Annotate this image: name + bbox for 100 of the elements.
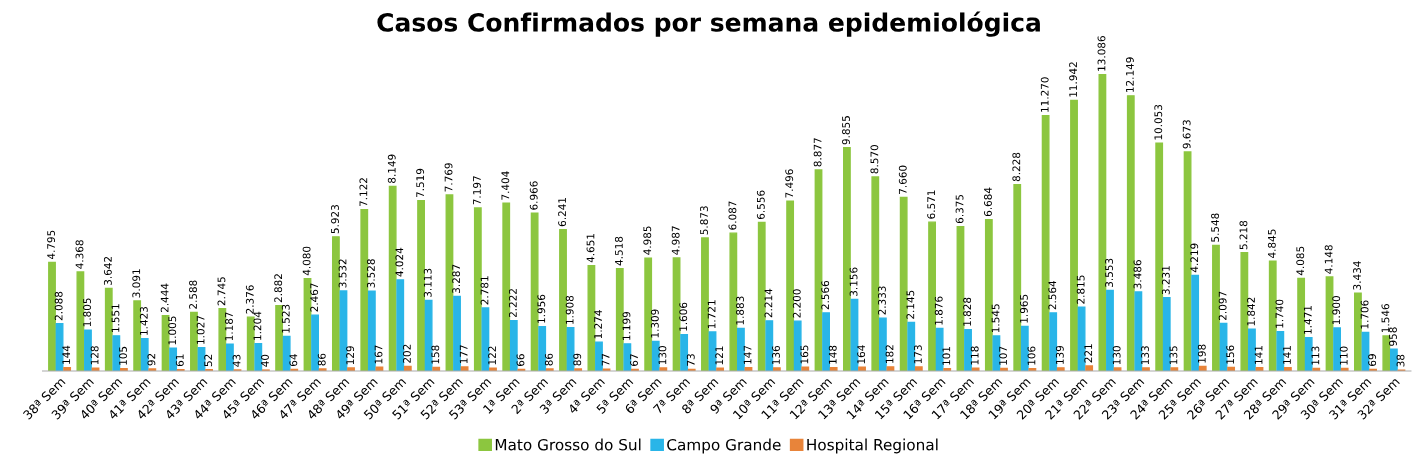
data-label: 6.571 [927, 190, 936, 219]
data-label: 40 [261, 354, 269, 367]
data-label: 7.769 [444, 163, 453, 192]
data-label: 1.187 [225, 312, 233, 341]
data-label: 2.745 [217, 277, 226, 306]
data-label: 7.519 [416, 168, 425, 198]
data-label: 89 [573, 353, 582, 366]
data-label: 3.434 [1353, 261, 1361, 290]
data-label: 4.987 [671, 226, 680, 255]
legend-label: Campo Grande [667, 438, 781, 454]
data-label: 3.532 [338, 259, 347, 288]
data-label: 8.228 [1012, 152, 1021, 182]
data-label: 2.467 [310, 283, 319, 312]
data-label: 2.781 [480, 276, 489, 305]
data-label: 7.404 [501, 171, 510, 200]
data-label: 1.471 [1303, 306, 1312, 334]
data-label: 130 [658, 346, 667, 365]
data-label: 3.486 [1133, 260, 1142, 289]
data-label: 136 [772, 345, 780, 364]
data-label: 2.444 [160, 283, 169, 313]
data-label: 7.122 [359, 178, 368, 207]
data-label: 4.985 [643, 226, 652, 255]
data-label: 7.197 [472, 176, 481, 205]
data-label: 113 [1311, 346, 1320, 365]
data-label: 2.097 [1218, 291, 1227, 320]
data-label: 3.642 [103, 256, 112, 285]
data-label: 1.005 [168, 316, 177, 345]
data-label: 12.149 [1125, 57, 1134, 92]
data-label: 1.956 [537, 294, 546, 323]
data-label: 105 [119, 346, 127, 365]
data-label: 9.673 [1182, 120, 1191, 149]
data-label: 2.214 [764, 288, 773, 318]
data-label: 144 [62, 345, 71, 364]
data-label: 73 [686, 354, 695, 366]
data-label: 156 [1226, 345, 1235, 364]
data-label: 2.566 [821, 280, 830, 310]
data-label: 1.965 [1019, 294, 1028, 323]
data-label: 1.204 [253, 311, 262, 340]
data-label: 11.942 [1069, 62, 1078, 97]
data-label: 198 [1197, 344, 1206, 363]
data-label: 1.551 [111, 304, 120, 332]
data-label: 1.309 [650, 309, 659, 338]
data-label: 110 [1339, 346, 1348, 365]
data-label: 64 [289, 354, 298, 367]
data-label: 148 [828, 345, 837, 364]
data-label: 4.148 [1324, 245, 1333, 274]
data-label: 139 [1055, 345, 1064, 364]
data-label: 958 [1389, 327, 1397, 346]
data-label: 165 [800, 345, 809, 364]
data-label: 101 [942, 346, 951, 365]
data-label: 1.805 [83, 298, 91, 327]
data-label: 130 [1112, 346, 1121, 365]
data-label: 2.333 [878, 286, 886, 315]
data-label: 4.368 [75, 240, 84, 269]
data-label: 4.024 [395, 247, 404, 277]
data-label: 66 [516, 354, 525, 366]
data-label: 202 [402, 344, 411, 363]
data-label: 8.877 [813, 138, 822, 167]
data-label: 4.845 [1267, 229, 1276, 258]
data-label: 1.027 [196, 316, 205, 344]
data-label: 1.721 [707, 300, 716, 329]
data-label: 4.795 [47, 230, 56, 260]
data-label: 38 [1396, 354, 1405, 367]
data-label: 1.274 [594, 310, 602, 339]
data-label: 8.149 [387, 154, 396, 183]
data-label: 92 [147, 353, 156, 366]
data-label: 133 [1141, 346, 1149, 365]
data-label: 2.815 [1076, 275, 1085, 304]
data-label: 173 [913, 345, 922, 364]
data-label: 118 [970, 346, 979, 365]
data-label: 7.660 [898, 165, 907, 194]
data-label: 2.882 [274, 274, 283, 303]
data-label: 135 [1169, 346, 1178, 364]
data-label: 122 [488, 346, 496, 365]
legend-label: Mato Grosso do Sul [495, 438, 641, 451]
data-label: 2.222 [508, 289, 517, 318]
data-label: 1.883 [736, 296, 744, 325]
data-label: 2.376 [245, 285, 254, 314]
data-label: 6.241 [558, 198, 567, 227]
data-label: 86 [317, 353, 326, 366]
data-label: 141 [1254, 346, 1263, 364]
data-label: 158 [431, 345, 440, 364]
data-label: 3.113 [423, 268, 432, 297]
data-label: 4.219 [1190, 243, 1199, 273]
data-label: 5.548 [1211, 213, 1219, 242]
data-label: 4.518 [614, 236, 623, 266]
data-label: 2.145 [906, 290, 915, 319]
data-label: 3.156 [849, 267, 858, 296]
data-label: 6.087 [728, 201, 737, 230]
data-label: 4.080 [302, 246, 311, 276]
data-label: 1.606 [679, 302, 688, 331]
data-label: 2.564 [1048, 280, 1057, 310]
data-label: 121 [715, 346, 723, 365]
data-label: 3.553 [1105, 258, 1113, 287]
data-label: 13.086 [1097, 36, 1106, 71]
data-label: 86 [544, 353, 553, 366]
data-label: 3.528 [367, 259, 375, 288]
data-label: 221 [1084, 344, 1093, 363]
data-label: 77 [601, 354, 610, 366]
data-label: 147 [743, 345, 752, 364]
